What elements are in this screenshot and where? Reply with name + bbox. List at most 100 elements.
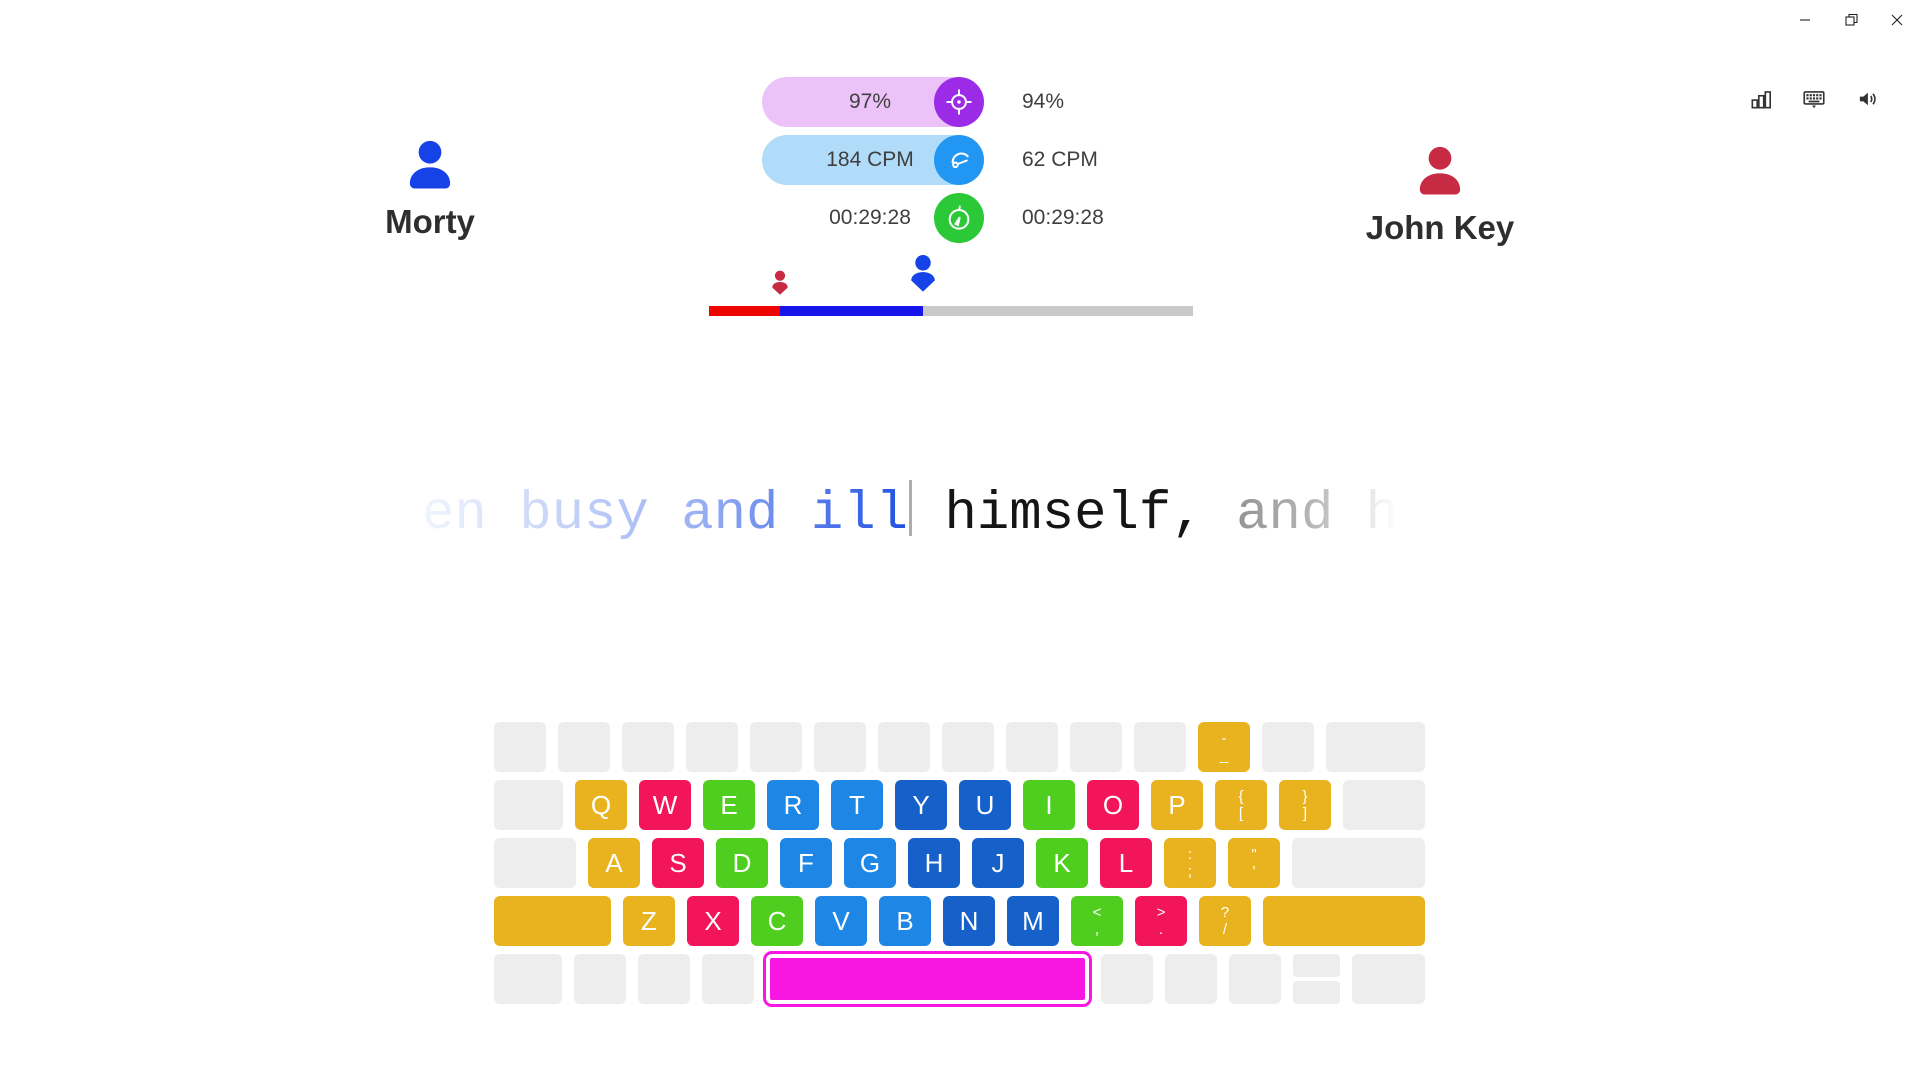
key-J[interactable]: J (972, 838, 1024, 888)
key-V[interactable]: V (815, 896, 867, 946)
typing-text: en busy and ill himself, and h (422, 480, 1398, 546)
key-K[interactable]: K (1036, 838, 1088, 888)
key-blank[interactable] (878, 722, 930, 772)
ctrl-left-key[interactable] (494, 954, 562, 1004)
player-name: Morty (385, 203, 475, 240)
arrow-keys[interactable] (1293, 954, 1340, 1004)
key-bracket-close[interactable]: }] (1279, 780, 1331, 830)
key-slash[interactable]: ? / (1199, 896, 1251, 946)
key-N[interactable]: N (943, 896, 995, 946)
key-E[interactable]: E (703, 780, 755, 830)
keyboard-row: Q W E R T Y U I O P{[}] (494, 780, 1429, 830)
capslock-key[interactable] (494, 838, 576, 888)
backslash-key[interactable] (1343, 780, 1425, 830)
time-value-right: 00:29:28 (1022, 206, 1104, 229)
key-Y[interactable]: Y (895, 780, 947, 830)
key-comma[interactable]: <, (1071, 896, 1123, 946)
toolbar (1748, 86, 1882, 112)
speedometer-icon (951, 152, 969, 169)
keyboard-row: - _ (494, 722, 1429, 772)
key-S[interactable]: S (652, 838, 704, 888)
key-bracket-open[interactable]: {[ (1215, 780, 1267, 830)
ctrl-right-key[interactable] (1229, 954, 1281, 1004)
key-blank[interactable] (1070, 722, 1122, 772)
minimize-button[interactable] (1782, 4, 1828, 36)
tab-key[interactable] (494, 780, 563, 830)
key-L[interactable]: L (1100, 838, 1152, 888)
key-blank[interactable] (1134, 722, 1186, 772)
player-avatar-icon (409, 140, 451, 189)
player-left: Morty (300, 136, 560, 241)
key-M[interactable]: M (1007, 896, 1059, 946)
menu-key[interactable] (1352, 954, 1425, 1004)
key-blank[interactable] (494, 722, 546, 772)
key-H[interactable]: H (908, 838, 960, 888)
player-name: John Key (1365, 209, 1515, 246)
time-value-left: 00:29:28 (829, 206, 911, 229)
accuracy-value-left: 97% (848, 90, 892, 113)
close-button[interactable] (1874, 4, 1920, 36)
key-I[interactable]: I (1023, 780, 1075, 830)
key-R[interactable]: R (767, 780, 819, 830)
player-avatar-icon (1419, 146, 1461, 195)
key-blank[interactable] (814, 722, 866, 772)
speaker-icon[interactable] (1854, 86, 1882, 112)
key-D[interactable]: D (716, 838, 768, 888)
player-marker-icon (911, 255, 935, 292)
race-marker-blue (903, 254, 944, 306)
alt-left-key[interactable] (638, 954, 690, 1004)
key-P[interactable]: P (1151, 780, 1203, 830)
key-blank[interactable] (1006, 722, 1058, 772)
key-blank[interactable] (686, 722, 738, 772)
keyboard: - _ Q W E R T Y U I O P{[}] A S D F G H J K L:; " ' Z X C V B N M <, >.… (494, 722, 1429, 1012)
upcoming-text: and h (1203, 484, 1399, 545)
race-progress (709, 250, 1193, 316)
key-quote[interactable]: " ' (1228, 838, 1280, 888)
shift-left-key[interactable] (494, 896, 611, 946)
player-right: John Key (1310, 142, 1570, 247)
enter-key[interactable] (1292, 838, 1425, 888)
key-blank[interactable] (558, 722, 610, 772)
key-T[interactable]: T (831, 780, 883, 830)
key-F[interactable]: F (780, 838, 832, 888)
onscreen-keyboard-icon[interactable] (1800, 86, 1828, 112)
target-icon (946, 89, 972, 115)
key-A[interactable]: A (588, 838, 640, 888)
arrow-up-key[interactable] (1293, 954, 1340, 977)
fn-key[interactable] (1165, 954, 1217, 1004)
accuracy-row: 97% 94% (762, 77, 1182, 127)
alt-right-key[interactable] (1101, 954, 1153, 1004)
typed-text: en busy and ill (422, 484, 909, 545)
backspace-key[interactable] (1326, 722, 1425, 772)
key-blank[interactable] (942, 722, 994, 772)
key-period[interactable]: >. (1135, 896, 1187, 946)
key-U[interactable]: U (959, 780, 1011, 830)
spacebar[interactable] (766, 954, 1089, 1004)
key-O[interactable]: O (1087, 780, 1139, 830)
key-Z[interactable]: Z (623, 896, 675, 946)
key-semicolon[interactable]: :; (1164, 838, 1216, 888)
key-blank[interactable] (1262, 722, 1314, 772)
speed-value-left: 184 CPM (826, 148, 914, 171)
key-C[interactable]: C (751, 896, 803, 946)
speed-row: 184 CPM 62 CPM (762, 135, 1182, 185)
stats-bars-icon[interactable] (1748, 86, 1774, 112)
shift-right-key[interactable] (1263, 896, 1425, 946)
key-W[interactable]: W (639, 780, 691, 830)
key-X[interactable]: X (687, 896, 739, 946)
restore-button[interactable] (1828, 4, 1874, 36)
speed-value-right: 62 CPM (1022, 148, 1098, 171)
stats-panel: 97% 94% 184 CPM 62 CPM 00:29:28 00:29:28 (762, 77, 1182, 251)
keyboard-row: A S D F G H J K L:; " ' (494, 838, 1429, 888)
speed-badge (934, 135, 984, 185)
arrow-down-key[interactable] (1293, 981, 1340, 1004)
key-minus[interactable]: - _ (1198, 722, 1250, 772)
key-Q[interactable]: Q (575, 780, 627, 830)
modifier-key[interactable] (702, 954, 754, 1004)
key-B[interactable]: B (879, 896, 931, 946)
key-G[interactable]: G (844, 838, 896, 888)
key-blank[interactable] (622, 722, 674, 772)
win-key[interactable] (574, 954, 626, 1004)
key-blank[interactable] (750, 722, 802, 772)
